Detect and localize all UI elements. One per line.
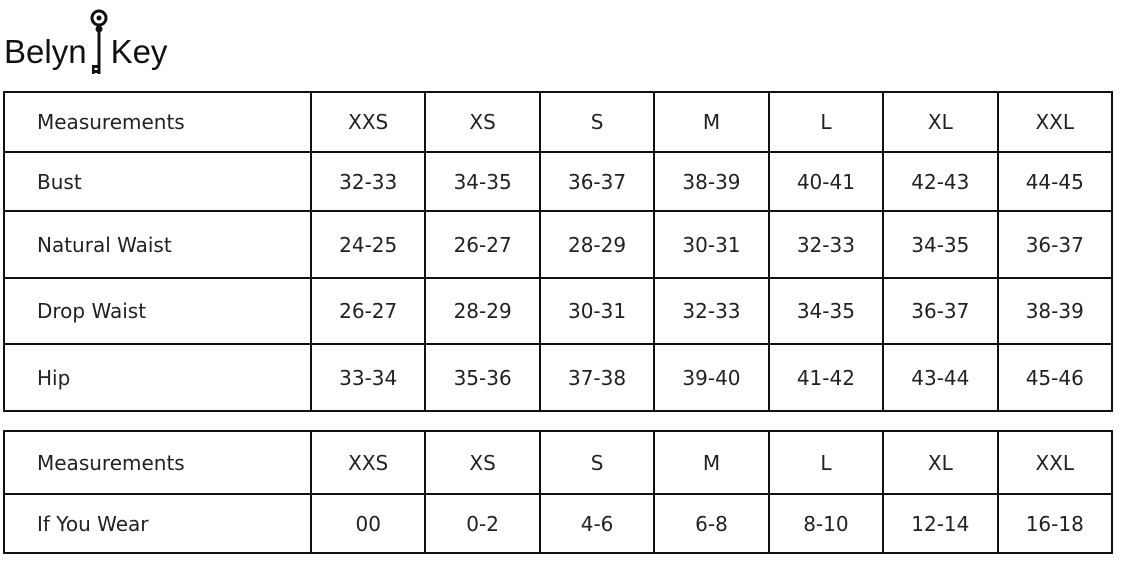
size-header: M xyxy=(653,91,770,153)
table-row: Natural Waist 24-25 26-27 28-29 30-31 32-33 34… xyxy=(3,210,1114,279)
measurement-cell: 45-46 xyxy=(996,343,1114,412)
size-header: L xyxy=(767,91,885,153)
size-header: M xyxy=(653,430,770,495)
measurement-cell: 38-39 xyxy=(653,151,770,212)
row-label: If You Wear xyxy=(3,493,312,554)
measurement-cell: 0-2 xyxy=(424,493,541,554)
size-header: XL xyxy=(882,91,999,153)
measurement-cell: 32-33 xyxy=(767,210,885,279)
size-header: XXS xyxy=(309,430,427,495)
brand-name-left: Belyn xyxy=(4,33,87,70)
measurement-cell: 16-18 xyxy=(996,493,1114,554)
measurement-cell: 34-35 xyxy=(882,210,999,279)
header-row: Measurements XXS XS S M L XL XXL xyxy=(3,430,1114,495)
size-header: XS xyxy=(424,430,541,495)
header-label: Measurements xyxy=(3,430,312,495)
brand-logo: Belyn Key xyxy=(4,8,167,78)
measurement-cell: 35-36 xyxy=(424,343,541,412)
size-header: XXS xyxy=(309,91,427,153)
table-row: If You Wear 00 0-2 4-6 6-8 8-10 12-14 16-18 xyxy=(3,493,1114,554)
measurement-cell: 34-35 xyxy=(767,277,885,345)
measurement-cell: 12-14 xyxy=(882,493,999,554)
measurement-cell: 32-33 xyxy=(653,277,770,345)
row-label: Natural Waist xyxy=(3,210,312,279)
row-label: Bust xyxy=(3,151,312,212)
measurement-cell: 32-33 xyxy=(309,151,427,212)
row-label: Drop Waist xyxy=(3,277,312,345)
row-label: Hip xyxy=(3,343,312,412)
measurement-cell: 40-41 xyxy=(767,151,885,212)
measurement-cell: 44-45 xyxy=(996,151,1114,212)
measurement-cell: 34-35 xyxy=(424,151,541,212)
measurement-cell: 00 xyxy=(309,493,427,554)
measurement-cell: 38-39 xyxy=(996,277,1114,345)
measurement-cell: 41-42 xyxy=(767,343,885,412)
table-row: Hip 33-34 35-36 37-38 39-40 41-42 43-44 45-46 xyxy=(3,343,1114,412)
measurement-cell: 36-37 xyxy=(996,210,1114,279)
measurement-cell: 28-29 xyxy=(538,210,656,279)
table-row: Bust 32-33 34-35 36-37 38-39 40-41 42-43 44-45 xyxy=(3,151,1114,212)
measurement-cell: 30-31 xyxy=(538,277,656,345)
skeleton-key-icon xyxy=(90,9,108,74)
measurement-cell: 26-27 xyxy=(309,277,427,345)
measurement-cell: 36-37 xyxy=(538,151,656,212)
size-header: S xyxy=(538,430,656,495)
size-header: XXL xyxy=(996,430,1114,495)
table-row: Drop Waist 26-27 28-29 30-31 32-33 34-35 36-37… xyxy=(3,277,1114,345)
measurement-cell: 24-25 xyxy=(309,210,427,279)
measurement-cell: 4-6 xyxy=(538,493,656,554)
size-header: XXL xyxy=(996,91,1114,153)
size-header: XS xyxy=(424,91,541,153)
header-label: Measurements xyxy=(3,91,312,153)
size-conversion-table: Measurements XXS XS S M L XL XXL If You Wear 00 0… xyxy=(3,430,1114,554)
size-measurement-table: Measurements XXS XS S M L XL XXL Bust 32-33 34-35… xyxy=(3,91,1114,412)
measurement-cell: 33-34 xyxy=(309,343,427,412)
measurement-cell: 42-43 xyxy=(882,151,999,212)
measurement-cell: 37-38 xyxy=(538,343,656,412)
measurement-cell: 43-44 xyxy=(882,343,999,412)
measurement-cell: 36-37 xyxy=(882,277,999,345)
size-header: S xyxy=(538,91,656,153)
size-header: XL xyxy=(882,430,999,495)
measurement-cell: 30-31 xyxy=(653,210,770,279)
measurement-cell: 6-8 xyxy=(653,493,770,554)
measurement-cell: 8-10 xyxy=(767,493,885,554)
measurement-cell: 28-29 xyxy=(424,277,541,345)
size-header: L xyxy=(767,430,885,495)
header-row: Measurements XXS XS S M L XL XXL xyxy=(3,91,1114,153)
measurement-cell: 39-40 xyxy=(653,343,770,412)
measurement-cell: 26-27 xyxy=(424,210,541,279)
brand-name-right: Key xyxy=(110,33,168,70)
